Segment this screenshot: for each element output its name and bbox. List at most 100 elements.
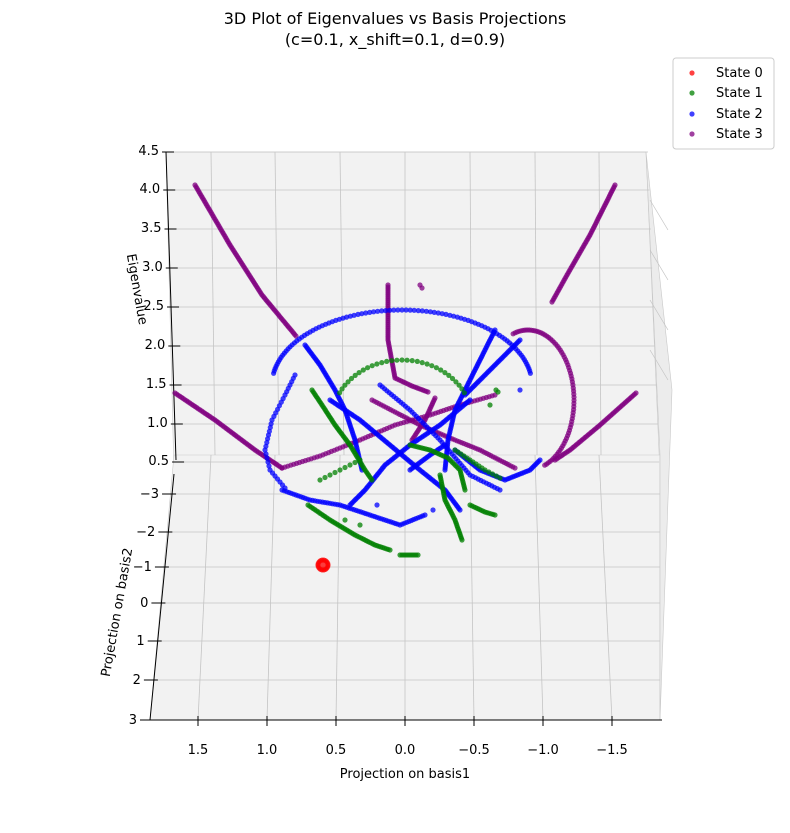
y-tick-label: 3 xyxy=(129,713,137,728)
data-point-state1 xyxy=(462,487,468,493)
z-tick-label: 4.0 xyxy=(140,182,161,197)
data-point-state2 xyxy=(527,370,534,376)
grid-line-floor-x xyxy=(598,454,613,721)
data-point-state2 xyxy=(263,451,269,457)
data-point-state3 xyxy=(512,465,518,471)
data-point-state2 xyxy=(430,507,436,513)
data-point-state1 xyxy=(453,379,459,385)
data-point-state1 xyxy=(495,389,501,395)
data-point-state2 xyxy=(371,309,377,315)
chart-title-line2: (c=0.1, x_shift=0.1, d=0.9) xyxy=(285,30,505,50)
data-point-state1 xyxy=(492,512,498,518)
data-point-state2 xyxy=(419,308,425,314)
data-point-state1 xyxy=(365,365,371,371)
legend-label-state1: State 1 xyxy=(716,86,763,101)
y-tick-label: 1 xyxy=(136,634,144,649)
data-point-state1 xyxy=(442,370,448,376)
grid-line-right xyxy=(649,349,669,381)
data-point-state3 xyxy=(549,299,555,305)
legend-label-state2: State 2 xyxy=(716,107,763,122)
data-point-state1 xyxy=(438,367,444,373)
data-point-state1 xyxy=(409,358,415,364)
legend: State 0 State 1 State 2 State 3 xyxy=(672,57,775,150)
y-tick-label: 2 xyxy=(133,673,141,688)
grid-line-back-x xyxy=(469,151,473,456)
data-point-state2 xyxy=(375,308,381,314)
data-point-state2 xyxy=(282,485,288,491)
data-point-state1 xyxy=(357,522,363,528)
data-point-state2 xyxy=(497,487,503,493)
y-tick-label: −2 xyxy=(136,525,155,540)
grid-line-right xyxy=(649,199,669,231)
y-axis-line xyxy=(149,473,175,721)
grid-line-right xyxy=(649,249,669,281)
data-point-state0 xyxy=(325,560,331,566)
data-point-state1 xyxy=(424,361,430,367)
data-point-state2 xyxy=(411,307,417,313)
data-point-state2 xyxy=(262,447,268,453)
legend-label-state3: State 3 xyxy=(716,127,763,142)
data-point-state2 xyxy=(443,311,449,317)
data-point-state2 xyxy=(374,502,380,508)
data-point-state1 xyxy=(339,386,345,392)
data-point-state3 xyxy=(425,389,431,395)
data-point-state2 xyxy=(457,507,463,513)
tick-labels: 1.5 1.0 0.5 0.0 −0.5 −1.0 −1.5 4.5 4.0 3.5 3.0 2.5 2… xyxy=(129,144,628,758)
data-point-state1 xyxy=(369,477,375,483)
data-point-state1 xyxy=(389,358,395,364)
legend-marker-state1 xyxy=(689,90,695,96)
data-point-state2 xyxy=(264,455,270,461)
z-tick-label: 1.0 xyxy=(147,416,168,431)
grid-line-back-x xyxy=(534,151,538,456)
data-point-state1 xyxy=(414,358,420,364)
axes-lines xyxy=(149,151,662,721)
data-point-state2 xyxy=(367,309,373,315)
grid-line-floor-x xyxy=(266,454,276,721)
data-point-state2 xyxy=(407,307,413,313)
data-point-state2 xyxy=(423,308,429,314)
data-point-state0 xyxy=(320,562,326,568)
legend-marker-state2 xyxy=(689,111,695,117)
data-point-state1 xyxy=(352,372,358,378)
data-point-state1 xyxy=(332,469,338,476)
data-point-state1 xyxy=(337,390,343,396)
grid-line-floor-x xyxy=(197,454,212,721)
data-point-state3 xyxy=(293,333,299,339)
chart-title-line1: 3D Plot of Eigenvalues vs Basis Projecti… xyxy=(224,9,566,28)
grid-line-floor-x xyxy=(534,454,544,721)
data-point-state1 xyxy=(415,552,421,558)
data-point-state1 xyxy=(404,357,410,363)
data-point-state1 xyxy=(337,467,343,473)
y-tick-label: −1 xyxy=(133,560,152,575)
data-points xyxy=(172,182,639,573)
z-tick-label: 0.5 xyxy=(148,454,169,469)
data-point-state1 xyxy=(497,475,503,481)
data-point-state2 xyxy=(363,310,369,316)
data-point-state1 xyxy=(357,457,363,463)
data-point-state2 xyxy=(383,308,389,314)
x-tick-label: 1.0 xyxy=(257,743,278,758)
data-point-state1 xyxy=(327,472,333,478)
grid-line-back-x xyxy=(598,151,602,456)
data-point-state1 xyxy=(348,375,355,382)
x-tick-label: 0.5 xyxy=(326,743,347,758)
data-point-state1 xyxy=(394,357,400,363)
data-point-state3 xyxy=(542,462,548,468)
data-point-state1 xyxy=(356,370,362,376)
grid-line-floor-x xyxy=(335,454,341,721)
x-tick-label: −0.5 xyxy=(458,743,490,758)
x-tick-label: −1.5 xyxy=(596,743,628,758)
data-point-state1 xyxy=(317,477,323,483)
data-point-state1 xyxy=(387,547,393,553)
data-point-state2 xyxy=(387,307,393,313)
data-point-state1 xyxy=(360,367,366,373)
data-point-state2 xyxy=(442,467,448,473)
z-tick-label: 1.5 xyxy=(146,377,167,392)
data-point-state1 xyxy=(459,386,465,392)
data-point-state2 xyxy=(427,309,433,315)
data-point-state2 xyxy=(379,308,385,314)
legend-label-state0: State 0 xyxy=(716,66,763,81)
data-point-state2 xyxy=(399,307,405,313)
data-point-state1 xyxy=(487,402,493,408)
